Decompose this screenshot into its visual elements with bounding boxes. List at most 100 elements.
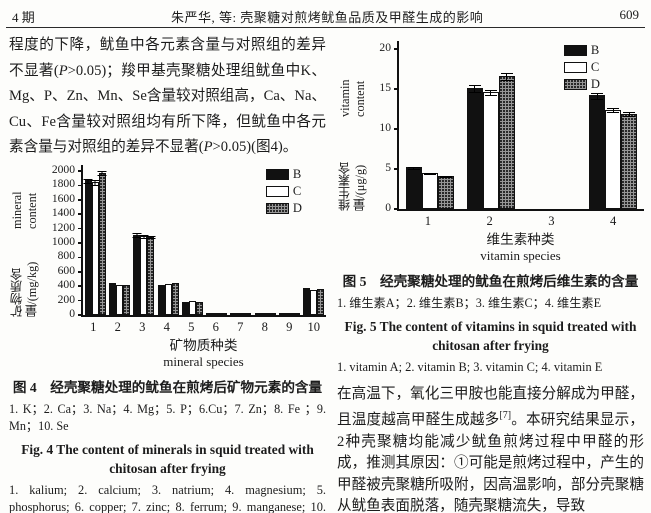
y-tick xyxy=(78,285,83,287)
y-tick-label: 1400 xyxy=(51,206,75,220)
figure4-caption-en-line1: Fig. 4 The content of minerals in squid … xyxy=(21,441,314,457)
y-axis-label: 维生素含量/(μg/g) vitamin content xyxy=(337,41,369,211)
bar-cat9-seriesB xyxy=(279,312,287,315)
bar-cat1-seriesB xyxy=(405,166,422,209)
legend-row-D: D xyxy=(265,201,302,216)
y-tick xyxy=(394,128,399,130)
bar-cat10-seriesB xyxy=(303,288,311,315)
x-tick-labels: 1 2 3 4 xyxy=(397,214,644,228)
bar-group-4 xyxy=(583,41,644,209)
italic-p-symbol: P xyxy=(58,62,68,79)
bar-cat8-seriesB xyxy=(254,312,262,315)
y-tick xyxy=(394,208,399,210)
bar-group-9 xyxy=(277,165,301,315)
bar-group-3 xyxy=(132,165,156,315)
bar-cat9-seriesC xyxy=(286,312,294,315)
x-tick-label-10: 10 xyxy=(307,319,321,334)
bar-cat4-seriesC xyxy=(605,108,622,209)
chart-body: 维生素含量/(μg/g) vitamin content 0 5 10 15 20 B C D 1 2… xyxy=(337,41,644,264)
bar-cat3-seriesD xyxy=(146,236,156,315)
bar-cat3-seriesC xyxy=(139,235,149,315)
header-divider xyxy=(6,27,645,28)
bar-group-7 xyxy=(229,165,253,315)
page-number: 609 xyxy=(619,7,640,22)
x-axis-label-en: mineral species xyxy=(163,353,244,369)
bar-cat5-seriesB xyxy=(181,302,189,315)
error-bar xyxy=(90,179,100,187)
x-tick-label-9: 9 xyxy=(286,319,293,334)
left-column: 程度的下降，鱿鱼中各元素含量与对照组的差异不显著(P>0.05)；羧甲基壳聚糖处… xyxy=(9,33,326,513)
figure5-caption-cn: 图 5 经壳聚糖处理的鱿鱼在煎烤后维生素的含量 xyxy=(342,274,639,289)
error-bar xyxy=(500,73,513,82)
bar-cat10-seriesD xyxy=(317,289,325,315)
bar-group-2 xyxy=(107,165,131,315)
figure5-legend-items-cn: 1. 维生素A；2. 维生素B；3. 维生素C；4. 维生素E xyxy=(337,296,602,310)
y-tick-label: 1000 xyxy=(51,234,75,248)
bar-cat5-seriesD xyxy=(195,301,203,315)
error-bar xyxy=(139,235,149,239)
bar-cat1-seriesB xyxy=(83,179,93,315)
legend-row-B: B xyxy=(563,43,600,58)
legend-label-B: B xyxy=(590,43,600,57)
bar-cat6-seriesB xyxy=(206,312,214,315)
y-tick-label: 20 xyxy=(379,41,391,54)
plot-column: 0 200 400 600 800 1000 1200 1400 1600 1800 2000 B C D… xyxy=(41,162,326,370)
plot-area: 0 5 10 15 20 B C D xyxy=(379,41,644,214)
figure4-legend-items-cn: 1. K；2. Ca；3. Na；4. Mg；5. P；6.Cu；7. Zn；8… xyxy=(9,401,326,433)
bar-cat8-seriesD xyxy=(268,312,276,315)
x-tick-label-7: 7 xyxy=(237,319,244,334)
x-tick-label-5: 5 xyxy=(188,319,195,334)
legend-row-B: B xyxy=(265,166,302,182)
bar-group-2 xyxy=(460,41,521,209)
figure4-legend-items-en: 1. kalium; 2. calcium; 3. natrium; 4. ma… xyxy=(9,482,326,513)
y-tick-label: 600 xyxy=(57,263,75,277)
figure5-caption-en: Fig. 5 The content of vitamins in squid … xyxy=(337,317,644,355)
bar-cat2-seriesD xyxy=(498,73,515,209)
y-tick-label: 1800 xyxy=(51,177,75,191)
legend-swatch-B xyxy=(563,45,587,56)
figure5-bar-chart: 维生素含量/(μg/g) vitamin content 0 5 10 15 20 B C D 1 2… xyxy=(337,41,644,264)
error-bar xyxy=(607,108,620,114)
paragraph-formaldehyde: 在高温下，氧化三甲胺也能直接分解成为甲醛，且温度越高甲醛生成越多[7]。本研究结… xyxy=(337,384,644,513)
error-bar xyxy=(484,90,497,96)
y-tick-label: 2000 xyxy=(51,162,75,176)
bar-cat4-seriesD xyxy=(621,112,638,209)
x-tick-label-1: 1 xyxy=(90,319,97,334)
y-tick-label: 400 xyxy=(57,278,75,292)
bar-cat4-seriesC xyxy=(164,283,172,315)
y-tick xyxy=(78,198,83,201)
x-tick-label-2: 2 xyxy=(114,319,121,334)
bar-cat2-seriesC xyxy=(482,90,499,209)
y-axis-label-cn: 矿物质含量/(mg/kg) xyxy=(10,261,39,317)
bar-cat8-seriesC xyxy=(261,312,269,315)
legend-label-C: C xyxy=(590,60,600,74)
y-tick-label: 0 xyxy=(385,201,391,214)
legend-label-B: B xyxy=(292,166,302,181)
figure5-caption-en-line2: chitosan after frying xyxy=(432,338,549,353)
y-tick xyxy=(78,314,83,316)
legend-swatch-D xyxy=(563,79,587,90)
italic-p-symbol: P xyxy=(203,139,213,156)
bar-group-6 xyxy=(204,165,228,315)
legend-swatch-B xyxy=(265,168,289,180)
bar-cat7-seriesD xyxy=(244,312,252,315)
bar-cat10-seriesC xyxy=(310,289,318,315)
bar-cat4-seriesB xyxy=(157,284,165,315)
bar-cat7-seriesC xyxy=(237,312,245,315)
bar-cat7-seriesB xyxy=(230,312,238,315)
bar-cat3-seriesB xyxy=(132,233,142,315)
x-axis-label-en: vitamin species xyxy=(480,248,561,263)
error-bar xyxy=(423,172,436,176)
bar-group-5 xyxy=(180,165,204,315)
paragraph-segment: >0.05)；羧甲基壳聚糖处理组鱿鱼中K、Mg、P、Zn、Mn、Se含量较对照组… xyxy=(9,62,327,156)
error-bar xyxy=(407,166,420,170)
figure5-caption-en-line1: Fig. 5 The content of vitamins in squid … xyxy=(344,319,637,334)
legend-row-D: D xyxy=(563,77,600,92)
y-axis-label-cn: 维生素含量/(μg/g) xyxy=(338,161,367,211)
paragraph-minerals: 程度的下降，鱿鱼中各元素含量与对照组的差异不显著(P>0.05)；羧甲基壳聚糖处… xyxy=(9,33,326,161)
page-header: 4 期 朱严华, 等: 壳聚糖对煎烤鱿鱼品质及甲醛生成的影响 609 xyxy=(12,7,639,26)
issue-number: 4 期 xyxy=(12,10,35,25)
paragraph-segment: 在高温下，氧化三甲胺也能直接分解成为甲醛，且温度越高甲醛生成越多 xyxy=(337,385,644,428)
